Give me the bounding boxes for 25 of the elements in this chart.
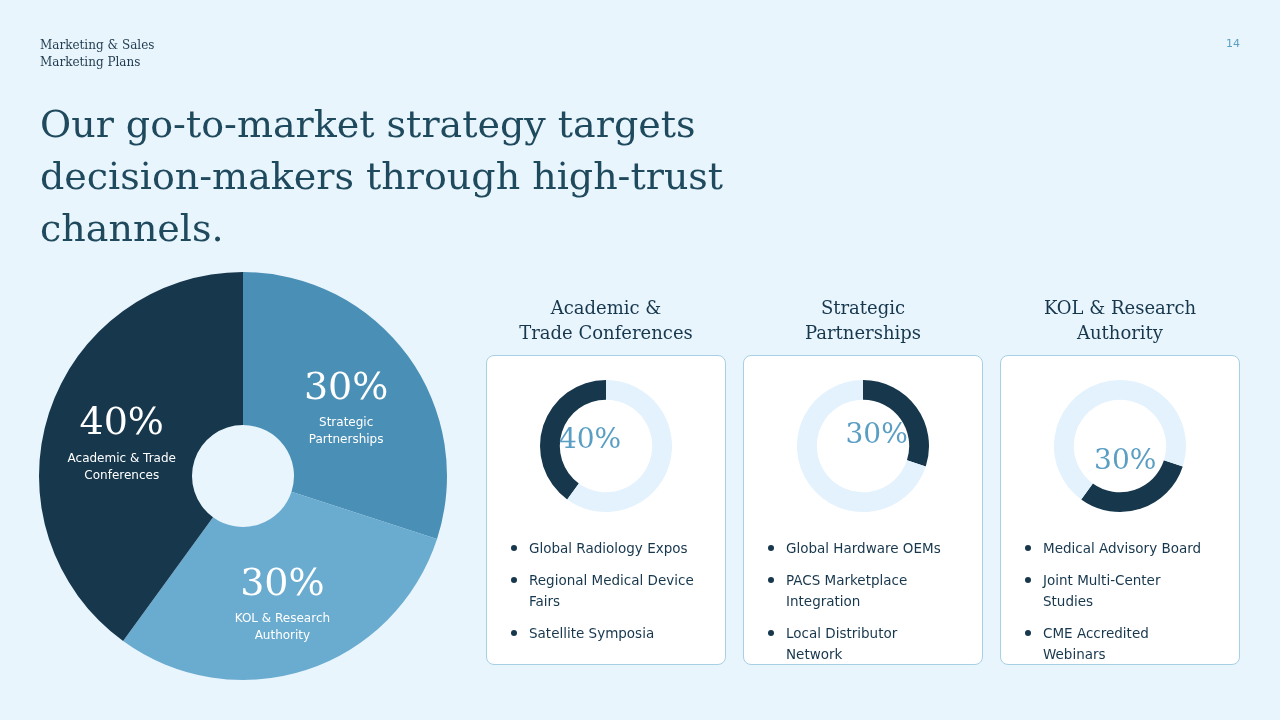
slice-label: KOL & Research Authority xyxy=(234,611,331,643)
data-label: 40% xyxy=(558,422,622,456)
text: CME Accredited Webinars xyxy=(1043,624,1150,664)
text: Marketing & Sales xyxy=(40,37,155,54)
text: Global Radiology Expos xyxy=(529,539,688,558)
text: 14 xyxy=(1226,37,1240,50)
data-label: 30% xyxy=(303,363,389,408)
slice-label: Academic & Trade Conferences xyxy=(67,450,176,482)
chart-title: KOL & Research Authority xyxy=(1042,296,1198,345)
chart-title: Strategic Partnerships xyxy=(803,296,923,345)
slice-label: Strategic Partnerships xyxy=(308,415,384,447)
text: Satellite Symposia xyxy=(529,624,655,643)
data-label: 30% xyxy=(240,560,325,605)
text: PACS Marketplace Integration xyxy=(786,571,909,611)
chart-title: Academic & Trade Conferences xyxy=(518,296,694,345)
chart-title: Our go-to-market strategy targets decision-makers through high-trust channels. xyxy=(40,101,725,252)
text: Global Hardware OEMs xyxy=(786,539,941,558)
text: Medical Advisory Board xyxy=(1043,539,1202,558)
data-label: 30% xyxy=(845,417,908,451)
data-label: 30% xyxy=(1094,443,1157,477)
text: Joint Multi-Center Studies xyxy=(1043,571,1162,611)
text: Regional Medical Device Fairs xyxy=(529,571,695,611)
text: Marketing Plans xyxy=(40,54,142,71)
text: Local Distributor Network xyxy=(786,624,899,664)
data-label: 40% xyxy=(79,399,164,444)
